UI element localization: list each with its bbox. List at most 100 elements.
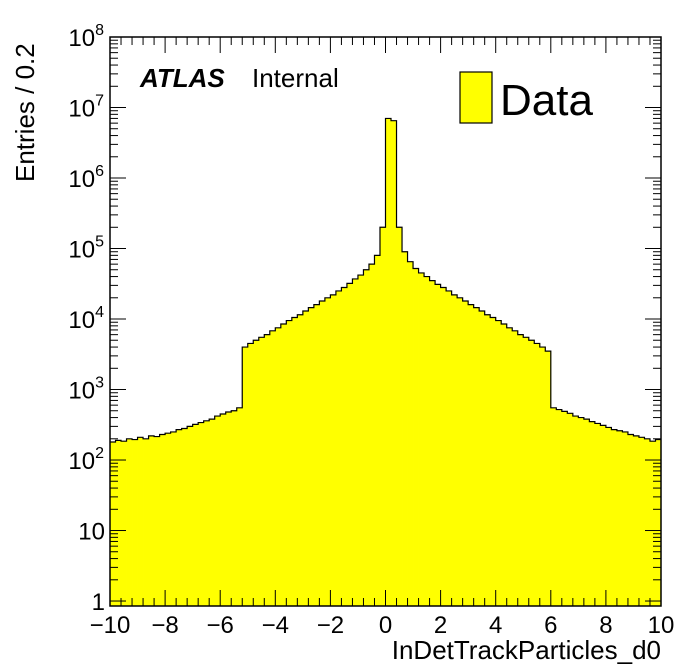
histogram-bin: [352, 278, 359, 606]
histogram-bin: [269, 330, 276, 606]
x-tick-label: −2: [317, 612, 344, 639]
histogram-bin: [556, 409, 563, 606]
histogram-bin: [589, 421, 596, 606]
histogram-bin: [638, 437, 645, 606]
histogram-bin: [413, 268, 419, 606]
histogram-bin: [594, 423, 601, 606]
histogram-bin: [214, 416, 221, 606]
histogram-bin: [154, 436, 160, 606]
histogram-bars: [110, 118, 662, 607]
histogram-bin: [203, 420, 210, 606]
histogram-bin: [242, 347, 249, 606]
histogram-bin: [192, 424, 199, 606]
y-tick-label: 108: [68, 22, 104, 52]
histogram-bin: [170, 431, 177, 606]
histogram-bin: [567, 413, 574, 606]
histogram-bin: [121, 441, 127, 606]
x-tick-label: −6: [207, 612, 234, 639]
histogram-bin: [209, 419, 216, 606]
histogram-bin: [495, 320, 502, 606]
histogram-bin: [126, 438, 133, 606]
histogram-bin: [132, 439, 138, 606]
x-tick-label: 8: [599, 612, 612, 639]
atlas-label: ATLAS: [139, 63, 225, 93]
x-axis-ticks: −10 −8 −6 −4 −2 0 2 4 6 8 10: [90, 37, 675, 639]
legend-swatch-data: [459, 71, 493, 124]
histogram-bin: [611, 429, 618, 606]
histogram-bin: [346, 283, 353, 606]
histogram-bin: [528, 340, 535, 606]
histogram-bin: [225, 411, 232, 606]
legend-label-data: Data: [500, 76, 593, 125]
histogram-bin: [512, 330, 519, 606]
x-tick-label: −10: [90, 612, 131, 639]
y-tick-label: 102: [68, 445, 104, 475]
histogram-bin: [583, 419, 590, 606]
histogram-bin: [457, 297, 464, 606]
histogram-bin: [148, 435, 155, 606]
histogram-outline: [110, 117, 661, 443]
histogram-bin: [291, 317, 298, 606]
histogram-bin: [627, 434, 634, 606]
histogram-bin: [402, 251, 408, 606]
histogram-bin: [479, 310, 486, 606]
histogram-bin: [247, 343, 254, 606]
histogram-bin: [253, 340, 260, 606]
histogram-bin: [187, 426, 194, 606]
histogram-bin: [451, 294, 458, 606]
histogram-bin: [418, 272, 425, 606]
histogram-bin: [115, 440, 122, 606]
x-tick-label: 6: [544, 612, 557, 639]
y-tick-label: 10: [78, 519, 105, 546]
histogram-bin: [435, 284, 441, 606]
histogram-bin: [313, 304, 320, 606]
histogram-bin: [396, 227, 403, 607]
histogram-bin: [137, 437, 144, 606]
y-tick-label: 1: [92, 589, 105, 616]
histogram-bin: [236, 407, 243, 606]
histogram-bin: [258, 337, 265, 606]
histogram-bin: [429, 280, 436, 606]
histogram-bin: [605, 427, 612, 606]
histogram-bin: [600, 425, 607, 606]
histogram-bin: [181, 428, 188, 606]
histogram-bin: [633, 435, 640, 606]
y-tick-label: 105: [68, 234, 104, 264]
histogram-bin: [523, 337, 530, 606]
y-tick-label: 104: [68, 304, 104, 334]
histogram-bin: [539, 347, 546, 606]
histogram-bin: [286, 320, 293, 606]
x-axis-title: InDetTrackParticles_d0: [392, 635, 661, 665]
histogram-bin: [280, 323, 287, 606]
histogram-bin: [330, 294, 337, 606]
histogram-bin: [407, 261, 414, 606]
histogram-bin: [616, 430, 623, 606]
x-tick-label: 0: [379, 612, 392, 639]
y-tick-label: 107: [68, 93, 104, 123]
histogram-bin: [308, 307, 315, 606]
histogram-bin: [655, 439, 662, 606]
y-axis-title: Entries / 0.2: [10, 43, 40, 182]
histogram-bin: [622, 431, 629, 606]
histogram-bin: [506, 327, 513, 606]
histogram-bin: [550, 407, 557, 606]
histogram-bin: [484, 314, 491, 606]
histogram-bin: [357, 275, 364, 606]
histogram-bin: [649, 441, 656, 606]
internal-label: Internal: [252, 63, 339, 93]
histogram-bin: [490, 317, 497, 606]
histogram-bin: [165, 433, 172, 606]
histogram-bin: [468, 304, 475, 606]
histogram-bin: [424, 276, 430, 606]
histogram-bin: [561, 411, 568, 606]
histogram-bin: [324, 297, 331, 606]
legend: Data: [459, 71, 593, 125]
x-tick-label: 10: [648, 612, 675, 639]
histogram-bin: [176, 429, 183, 606]
histogram-bin: [379, 227, 386, 607]
histogram-bin: [385, 118, 392, 607]
histogram-bin: [391, 120, 397, 606]
histogram-bin: [297, 314, 304, 606]
histogram-bin: [363, 269, 370, 606]
